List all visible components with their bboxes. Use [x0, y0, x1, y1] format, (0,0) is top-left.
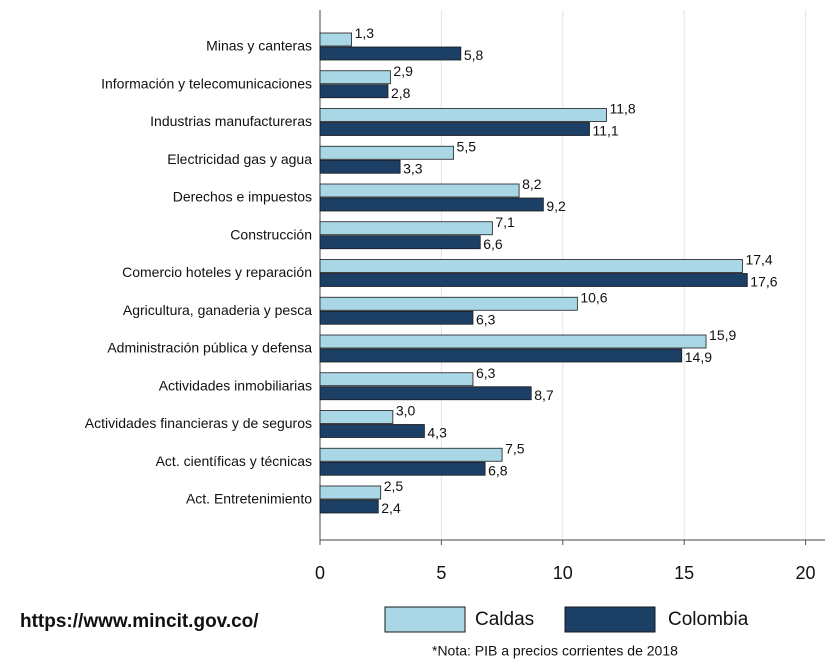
bar [319, 84, 389, 99]
value-label: 9,2 [546, 198, 566, 214]
bar [319, 410, 394, 424]
category-label: Comercio hoteles y reparación [122, 264, 312, 280]
value-label: 3,3 [403, 160, 423, 176]
x-tick-label: 10 [553, 563, 573, 583]
value-label: 17,6 [750, 274, 777, 290]
bar [319, 372, 474, 387]
bar [319, 348, 683, 363]
category-label: Derechos e impuestos [173, 189, 312, 205]
value-label: 10,6 [580, 289, 607, 305]
bar [319, 296, 578, 311]
bar [319, 447, 503, 462]
bar [319, 499, 379, 514]
value-label: 6,3 [476, 311, 496, 327]
category-label: Actividades financieras y de seguros [85, 415, 312, 431]
note: *Nota: PIB a precios corrientes de 2018 [432, 643, 678, 659]
value-label: 7,1 [495, 214, 515, 230]
value-label: 8,7 [534, 387, 554, 403]
bar [319, 122, 590, 136]
bar [319, 197, 544, 212]
category-label: Industrias manufactureras [150, 113, 312, 129]
source: https://www.mincit.gov.co/ [20, 611, 259, 632]
legend-swatch [384, 606, 466, 633]
value-label: 3,0 [396, 403, 416, 419]
bar [319, 259, 743, 273]
x-tick-label: 0 [315, 563, 325, 583]
bar [319, 32, 352, 47]
value-label: 6,3 [476, 365, 496, 381]
value-label: 2,4 [381, 500, 401, 516]
bar [319, 183, 520, 198]
bar [319, 235, 481, 250]
bar [319, 145, 454, 160]
category-label: Agricultura, ganaderia y pesca [123, 302, 312, 318]
value-label: 15,9 [709, 327, 736, 343]
value-label: 7,5 [505, 440, 525, 456]
bar [319, 221, 493, 236]
value-label: 2,5 [384, 478, 404, 494]
category-label: Administración pública y defensa [107, 340, 312, 356]
value-label: 4,3 [427, 425, 447, 441]
value-label: 1,3 [355, 25, 375, 41]
category-label: Act. Entretenimiento [186, 491, 312, 507]
bar [319, 310, 474, 325]
bar [319, 424, 425, 438]
bar [319, 159, 401, 174]
value-label: 8,2 [522, 176, 542, 192]
category-label: Act. científicas y técnicas [156, 453, 312, 469]
legend-label: Caldas [475, 609, 534, 630]
category-label: Información y telecomunicaciones [101, 75, 312, 91]
bar [319, 334, 707, 349]
value-label: 14,9 [685, 349, 712, 365]
bar [319, 461, 486, 476]
x-tick-label: 15 [674, 563, 694, 583]
category-label: Electricidad gas y agua [167, 151, 312, 167]
value-label: 5,5 [457, 138, 477, 154]
bar [319, 485, 382, 500]
x-tick-label: 5 [436, 563, 446, 583]
bar [319, 46, 462, 61]
value-label: 2,8 [391, 85, 411, 101]
value-label: 5,8 [464, 47, 484, 63]
category-label: Actividades inmobiliarias [159, 377, 312, 393]
value-label: 6,8 [488, 462, 508, 478]
value-label: 6,6 [483, 236, 503, 252]
bar [319, 108, 607, 122]
legend-label: Colombia [668, 609, 749, 630]
bar [319, 70, 391, 85]
bar [319, 273, 748, 287]
x-tick-label: 20 [796, 563, 816, 583]
value-label: 17,4 [745, 252, 772, 268]
value-label: 2,9 [393, 63, 413, 79]
category-label: Minas y canteras [206, 38, 312, 54]
value-label: 11,1 [592, 123, 618, 139]
bar [319, 386, 532, 401]
value-label: 11,8 [609, 101, 635, 117]
legend-swatch [564, 606, 656, 633]
category-label: Construcción [230, 226, 312, 242]
